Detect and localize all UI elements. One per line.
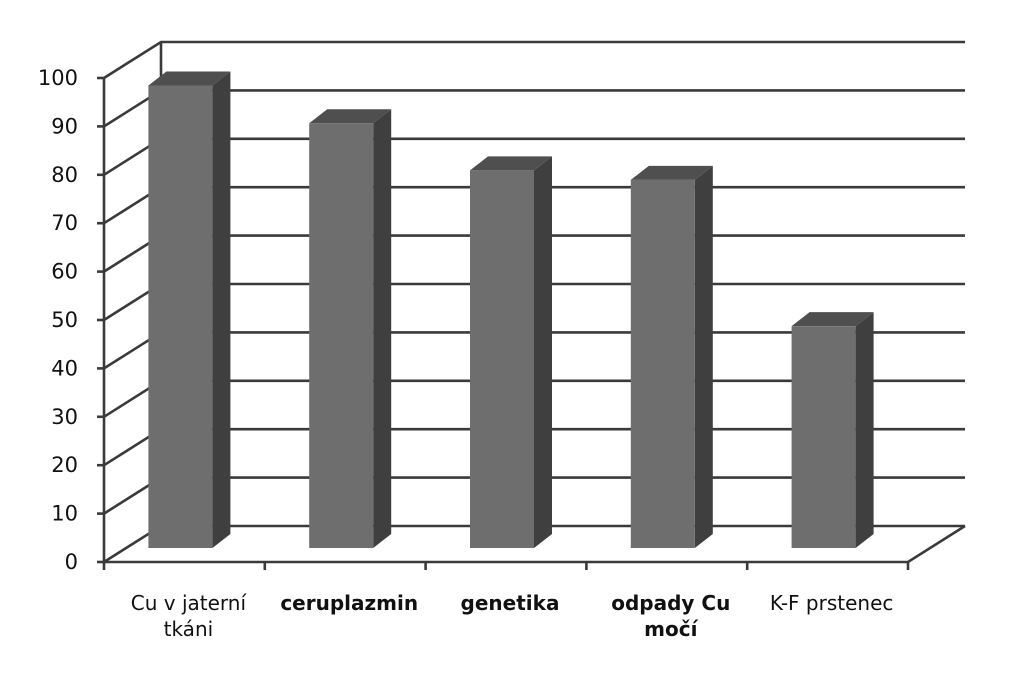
bar-top bbox=[148, 71, 231, 86]
bar-front bbox=[309, 123, 374, 548]
y-tick-label: 100 bbox=[38, 66, 78, 90]
bar-top bbox=[630, 165, 713, 180]
bar-side bbox=[694, 165, 713, 548]
bar-top bbox=[309, 109, 392, 124]
bar-side bbox=[373, 109, 392, 548]
gridline bbox=[103, 40, 965, 80]
x-category-label: genetika bbox=[461, 591, 560, 615]
y-tick-label: 0 bbox=[65, 550, 78, 574]
bar bbox=[630, 165, 713, 548]
y-tick-label: 90 bbox=[51, 114, 78, 138]
x-category-label: K-F prstenec bbox=[770, 591, 894, 615]
bar bbox=[470, 156, 552, 548]
y-tick-label: 20 bbox=[51, 453, 78, 477]
x-category-label: Cu v jaterní tkáni bbox=[131, 591, 248, 641]
y-tick-label: 70 bbox=[51, 211, 78, 235]
bar-side bbox=[212, 71, 231, 548]
x-category-label: ceruplazmin bbox=[280, 591, 418, 615]
bar bbox=[791, 312, 874, 548]
bar-front bbox=[148, 85, 213, 548]
bar bbox=[148, 71, 231, 548]
bar-front bbox=[630, 179, 695, 548]
bar bbox=[309, 109, 392, 548]
y-tick-label: 30 bbox=[51, 405, 78, 429]
bar-front bbox=[470, 170, 534, 548]
y-tick-label: 80 bbox=[51, 163, 78, 187]
bar-top bbox=[470, 156, 552, 171]
x-axis-category-labels: Cu v jaterní tkáni ceruplazmin genetika odpa… bbox=[131, 591, 894, 641]
y-tick-label: 50 bbox=[51, 308, 78, 332]
gridline bbox=[103, 89, 965, 128]
bars-layer bbox=[148, 71, 874, 548]
y-tick-label: 60 bbox=[51, 260, 78, 284]
bar-side bbox=[534, 156, 552, 548]
x-category-label: odpady Cu močí bbox=[611, 591, 730, 641]
bar-side bbox=[855, 312, 874, 548]
y-tick-label: 40 bbox=[51, 356, 78, 380]
y-tick-label: 10 bbox=[51, 502, 78, 526]
bar-front bbox=[791, 326, 856, 548]
y-axis-tick-labels: 0 10 20 30 40 50 60 70 80 90 100 bbox=[38, 66, 78, 574]
bar-top bbox=[791, 312, 874, 327]
